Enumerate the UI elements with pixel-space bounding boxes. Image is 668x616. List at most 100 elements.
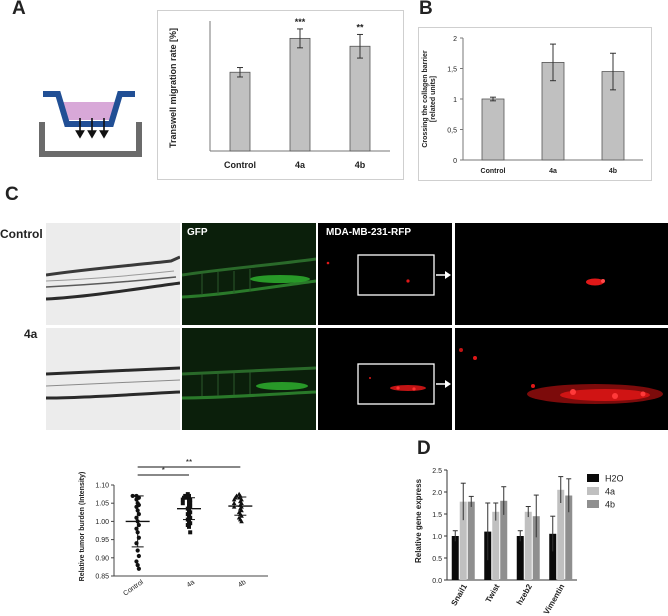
chart-a: Transwell migration rate [%]Control 4a***… xyxy=(168,17,390,170)
row-label-control: Control xyxy=(0,227,43,241)
chart-b-ytick-0: 0 xyxy=(453,158,457,165)
chart-c-ytick-2: 0.95 xyxy=(95,537,109,544)
chart-c-ytick-3: 1.00 xyxy=(95,519,109,526)
chart-c-point-4a-20 xyxy=(188,521,193,526)
rfp-zoom-control xyxy=(455,223,668,325)
chart-c-point-4a-11 xyxy=(188,504,193,509)
chart-d-ylabel: Relative gene express xyxy=(415,478,423,563)
chart-d: Relative gene express 0.0 0.5 1.0 1.5 2.0 2.5 S… xyxy=(415,468,624,616)
chart-d-legend-label-4b: 4b xyxy=(605,500,615,510)
chart-c-point-Control-18 xyxy=(134,559,139,564)
chart-a-sig-4b: ** xyxy=(356,22,364,32)
rfp-zoom-4a xyxy=(455,328,668,430)
chart-a-bar-4b xyxy=(349,45,371,152)
chart-c-point-4b-6 xyxy=(231,497,237,502)
chart-c-point-4b-20 xyxy=(239,519,244,524)
chart-d-bar-Snail1-4a xyxy=(459,501,467,580)
chart-b-ytick-4: 2 xyxy=(453,36,457,43)
chart-d-legend-label-4a: 4a xyxy=(605,487,615,497)
chart-c-point-Control-19 xyxy=(135,562,140,568)
chart-d-legend-swatch-H2O xyxy=(587,474,599,482)
chart-d-ytick-1: 0.5 xyxy=(432,556,442,563)
migration-arrows xyxy=(75,118,109,139)
chart-b-bar-Control xyxy=(481,98,505,161)
chart-d-xtick-Twist: Twist xyxy=(484,582,502,604)
chart-c-ytick-4: 1.05 xyxy=(95,501,109,508)
chart-b-xtick-Control: Control xyxy=(481,168,506,175)
chart-d-ytick-0: 0.0 xyxy=(432,578,442,585)
chart-c-point-4a-22 xyxy=(187,524,191,529)
chart-a-frame: Transwell migration rate [%] Control 4a ***… xyxy=(157,10,404,180)
chart-c-point-4a-14 xyxy=(188,510,193,515)
chart-d-bar-Snail1-4b xyxy=(467,501,475,580)
chart-c-xtick-Control: Control xyxy=(122,579,145,597)
chart-c-ytick-0: 0.85 xyxy=(95,574,109,581)
chart-a-xtick-4b: 4b xyxy=(355,160,366,170)
chart-d-legend-swatch-4a xyxy=(587,487,599,495)
chart-d-ytick-5: 2.5 xyxy=(432,468,442,475)
chart-c-sig-label-1: ** xyxy=(186,458,192,467)
chart-c-point-4a-6 xyxy=(180,497,185,502)
chart-c-quant: Relative tumor burden (Intensity) 0.85 0.9… xyxy=(79,458,268,597)
chart-a-ylabel: Transwell migration rate [%] xyxy=(168,28,178,148)
gfp-control: GFP xyxy=(182,223,316,325)
chart-b-xtick-4b: 4b xyxy=(609,168,617,175)
chart-d-bar-Vimentin-4b xyxy=(565,495,573,580)
label-gfp: GFP xyxy=(187,227,208,238)
chart-d-bar-hzeb2-4b xyxy=(532,516,540,580)
chart-b-ytick-3: 1,5 xyxy=(447,67,457,74)
chart-d-xtick-Snail1: Snail1 xyxy=(449,582,469,607)
chart-d-bar-hzeb2-4a xyxy=(524,511,532,580)
chart-c-sig-label-0: * xyxy=(162,466,165,475)
chart-b-ylabel: Crossing the collagen barrier[related un… xyxy=(422,50,437,148)
chart-c-point-4a-23 xyxy=(188,530,193,535)
chart-b: Crossing the collagen barrier[related un… xyxy=(422,36,643,175)
chart-d-ytick-2: 1.0 xyxy=(432,534,442,541)
chart-b-frame: Crossing the collagen barrier[related un… xyxy=(418,27,652,181)
rfp-4a xyxy=(318,328,452,430)
zoom-box-4a xyxy=(357,363,435,405)
chart-b-ytick-2: 1 xyxy=(453,97,457,104)
chart-a-bar-4a xyxy=(289,37,311,152)
rfp-control: MDA-MB-231-RFP xyxy=(318,223,452,325)
chart-b-ytick-1: 0,5 xyxy=(447,128,457,135)
panel-letter-c: C xyxy=(5,184,19,205)
chart-c-ylabel: Relative tumor burden (Intensity) xyxy=(79,472,86,582)
chart-d-bar-Twist-4a xyxy=(492,511,500,580)
panel-letter-b: B xyxy=(419,0,433,19)
chart-c-point-4b-9 xyxy=(231,500,237,505)
chart-d-xtick-Vimentin: Vimentin xyxy=(542,582,567,616)
chart-d-legend-swatch-4b xyxy=(587,500,599,508)
chart-c-xtick-4a: 4a xyxy=(186,579,196,589)
gfp-4a xyxy=(182,328,316,430)
transwell-medium xyxy=(58,102,120,120)
chart-c-point-Control-20 xyxy=(136,566,141,571)
transwell-insert xyxy=(43,91,135,127)
chart-b-xtick-4a: 4a xyxy=(549,168,557,175)
chart-d-xtick-hzeb2: hzeb2 xyxy=(515,582,534,607)
chart-a-xtick-4a: 4a xyxy=(295,160,306,170)
chart-d-bar-Vimentin-4a xyxy=(557,489,565,580)
zoom-box-control xyxy=(357,254,435,296)
brightfield-control xyxy=(46,223,180,325)
chart-c-point-4a-9 xyxy=(180,501,185,506)
chart-d-bar-Twist-4b xyxy=(500,500,508,580)
chart-d-legend-label-H2O: H2O xyxy=(605,474,624,484)
chart-d-ytick-3: 1.5 xyxy=(432,512,442,519)
row-label-4a: 4a xyxy=(24,327,38,341)
chart-c-point-Control-16 xyxy=(135,548,140,553)
chart-c-ytick-5: 1.10 xyxy=(95,483,109,490)
transwell-schematic xyxy=(39,91,142,157)
chart-d-bar-Vimentin-H2O xyxy=(549,533,557,580)
chart-a-bar-Control xyxy=(229,71,251,152)
chart-a-xtick-Control: Control xyxy=(224,160,256,170)
panel-letter-a: A xyxy=(12,0,26,19)
chart-d-bar-hzeb2-H2O xyxy=(516,536,524,580)
label-rfp: MDA-MB-231-RFP xyxy=(326,227,411,238)
brightfield-4a xyxy=(46,328,180,430)
chart-a-sig-4a: *** xyxy=(295,17,306,27)
chart-d-bar-Snail1-H2O xyxy=(451,536,459,580)
panel-letter-d: D xyxy=(417,438,431,459)
chart-c-point-Control-17 xyxy=(136,553,141,559)
chart-c-point-4a-17 xyxy=(188,515,193,520)
